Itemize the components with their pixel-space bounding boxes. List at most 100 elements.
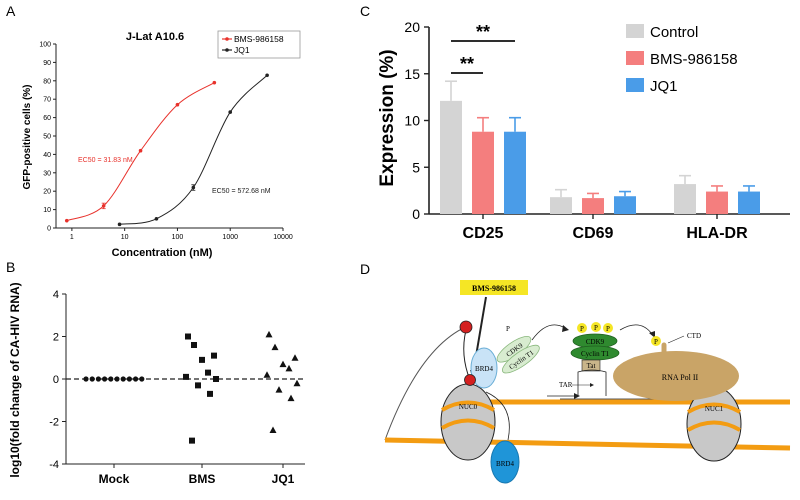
chart-b-point-mock bbox=[108, 376, 114, 382]
legend-bms-swatch bbox=[626, 51, 644, 65]
tar-label: TAR bbox=[559, 381, 573, 389]
nuc1-dna-wrap-1 bbox=[687, 402, 741, 414]
nuc0-dna-wrap-1 bbox=[441, 400, 495, 412]
chart-a-y-tick-label: 70 bbox=[43, 97, 51, 104]
tar-hairpin bbox=[577, 369, 607, 396]
chart-a-marks bbox=[64, 73, 269, 227]
tat-box bbox=[581, 359, 601, 372]
panel-letter-a: A bbox=[6, 3, 16, 19]
chart-c-y-tick-label: 5 bbox=[412, 159, 420, 175]
p-active-3-label: P bbox=[606, 325, 610, 333]
chart-a-legend: BMS-986158 JQ1 bbox=[217, 30, 301, 59]
chart-a-point-jq1 bbox=[228, 110, 233, 114]
chart-c-x-tick-label: CD25 bbox=[463, 225, 504, 242]
chart-c-x-tick-label: HLA-DR bbox=[686, 225, 748, 242]
chart-a-xlabel: Concentration (nM) bbox=[112, 247, 213, 259]
chart-a-point-bms bbox=[101, 204, 106, 208]
chart-b-point-mock bbox=[89, 376, 95, 382]
chart-a-point-jq1 bbox=[154, 217, 159, 221]
phosphorylation-arrow bbox=[619, 324, 653, 335]
chart-a-point-jq1 bbox=[191, 185, 196, 190]
chart-b-point-jq1 bbox=[275, 386, 283, 393]
p-active-1 bbox=[577, 323, 587, 333]
panel-d-mechanism-diagram: NUC0 NUC1 BMS-986158 BRD4 BRD4 CDK9 Cycl… bbox=[384, 280, 791, 484]
nucleus-outline bbox=[384, 324, 471, 441]
brd4-released bbox=[490, 440, 520, 484]
chart-b-x-tick-label: Mock bbox=[99, 472, 130, 486]
rna-pol-ii bbox=[613, 351, 739, 401]
chart-b-point-bms bbox=[185, 333, 191, 340]
chart-a-point-bms bbox=[212, 80, 217, 85]
panel-a-dose-response-chart: J-Lat A10.6 Concentration (nM) GFP-posit… bbox=[22, 30, 301, 259]
chart-b-point-jq1 bbox=[285, 364, 293, 372]
chart-b-point-bms bbox=[183, 373, 189, 380]
p-inactive-label: P bbox=[506, 325, 510, 333]
legend-control-label: Control bbox=[650, 24, 698, 41]
p-active-3 bbox=[603, 323, 613, 333]
panel-letter-b: B bbox=[6, 259, 15, 275]
chart-c-legend: Control BMS-986158 JQ1 bbox=[626, 24, 738, 95]
drug-molecule-bound bbox=[464, 374, 476, 386]
chart-b-point-bms bbox=[213, 376, 219, 382]
chart-c-bar-control bbox=[674, 184, 696, 214]
brd4-released-label: BRD4 bbox=[496, 460, 514, 468]
drug-molecule-free bbox=[459, 320, 473, 334]
chart-b-point-jq1 bbox=[263, 371, 271, 378]
chart-b-point-bms bbox=[189, 437, 195, 444]
chart-a-point-bms bbox=[175, 102, 180, 107]
activation-arrow bbox=[531, 324, 566, 341]
p-active-2 bbox=[591, 322, 601, 332]
legend-jq1-label: JQ1 bbox=[234, 45, 250, 55]
chart-b-point-mock bbox=[114, 376, 120, 382]
p-active-2-label: P bbox=[594, 324, 598, 332]
activation-arrowhead bbox=[562, 325, 569, 332]
chart-b-point-mock bbox=[83, 376, 89, 382]
brd4-release-arrow bbox=[485, 391, 510, 441]
chart-a-point-jq1 bbox=[117, 222, 122, 227]
chart-b-point-bms bbox=[205, 369, 211, 376]
tat-label: Tat bbox=[587, 362, 596, 370]
chart-a-y-tick-label: 10 bbox=[43, 207, 51, 214]
chart-b-y-tick-label: -4 bbox=[49, 459, 59, 471]
chart-c-y-tick-label: 10 bbox=[404, 113, 420, 129]
rna-pol-ii-label: RNA Pol II bbox=[662, 373, 699, 382]
ptefb-inactive: CDK9 Cyclin T1 bbox=[496, 336, 540, 374]
chart-b-axes: -4 -2 0 2 4 Mock BMS JQ1 bbox=[49, 289, 305, 486]
chart-b-point-jq1 bbox=[269, 426, 277, 433]
chart-c-bar-control bbox=[550, 197, 572, 214]
acetyl-tail bbox=[463, 329, 471, 381]
chart-b-point-mock bbox=[102, 376, 108, 382]
panel-b-scatter-chart: log10(fold change of CA-HIV RNA) -4 -2 0 2 4… bbox=[8, 282, 305, 486]
chart-c-bar-jq1 bbox=[738, 191, 760, 214]
nuc1-label: NUC1 bbox=[705, 405, 724, 413]
chart-b-point-bms bbox=[199, 356, 205, 363]
chart-c-bar-bms-986158 bbox=[582, 198, 604, 214]
chart-a-y-tick-label: 100 bbox=[39, 42, 51, 49]
chart-a-y-tick-label: 50 bbox=[43, 134, 51, 141]
chart-a-point-jq1 bbox=[265, 73, 269, 78]
chart-b-ylabel: log10(fold change of CA-HIV RNA) bbox=[8, 282, 22, 477]
panel-c-bar-chart: Expression (%) 0 5 10 15 20 CD25 CD69 HLA-DR **… bbox=[377, 19, 790, 242]
chart-a-y-tick-label: 0 bbox=[47, 226, 51, 233]
phosphorylation-arrowhead bbox=[649, 331, 655, 338]
chart-b-point-jq1 bbox=[293, 379, 301, 387]
chart-b-point-bms bbox=[211, 352, 217, 359]
chart-b-point-bms bbox=[195, 382, 201, 389]
chart-a-ec50-bms: EC50 = 31.83 nM bbox=[78, 157, 133, 164]
tar-pointer-head bbox=[590, 383, 594, 387]
legend-bms-label: BMS-986158 bbox=[234, 34, 284, 44]
chart-b-point-jq1 bbox=[291, 354, 299, 361]
chart-a-point-bms bbox=[138, 148, 143, 153]
brd4-bound bbox=[470, 347, 498, 389]
chart-b-point-mock bbox=[120, 376, 126, 382]
chart-c-bar-jq1 bbox=[614, 196, 636, 214]
chart-c-axes: 0 5 10 15 20 CD25 CD69 HLA-DR bbox=[404, 19, 790, 242]
chart-b-y-tick-label: 2 bbox=[53, 332, 59, 344]
chart-b-point-bms bbox=[207, 390, 213, 397]
chart-b-point-mock bbox=[126, 376, 132, 382]
ctd-pointer bbox=[667, 335, 685, 344]
chart-b-x-tick-label: BMS bbox=[189, 472, 216, 486]
transcription-arrowhead bbox=[574, 393, 580, 399]
